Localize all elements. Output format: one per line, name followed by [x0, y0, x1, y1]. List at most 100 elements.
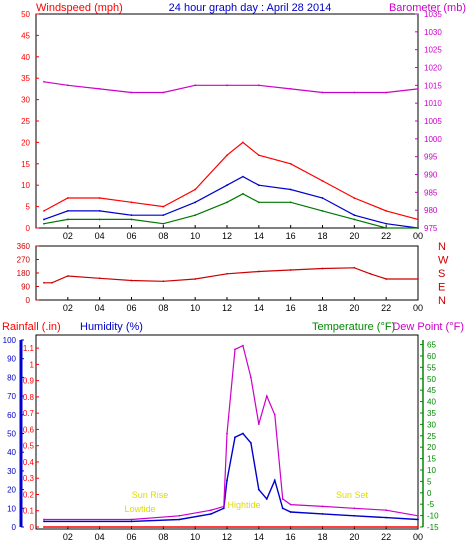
lowtide-annotation: Lowtide: [124, 504, 155, 514]
dewpoint-line-point: [226, 432, 228, 435]
dewpoint-line-point: [265, 395, 268, 397]
y-tick-label: 990: [424, 171, 438, 180]
gust-line-point: [385, 209, 388, 212]
y-tick-label: 980: [424, 206, 438, 215]
direction-line-point: [369, 272, 372, 275]
avg-line-point: [353, 214, 356, 217]
x-tick-label: 10: [190, 231, 200, 241]
sunset-annotation: Sun Set: [336, 490, 369, 500]
y-tick-label: 1.1: [23, 344, 35, 353]
dewpoint-line-point: [210, 509, 212, 512]
temperature-y-axis: -15 -10 -5 0 5 10 15 20 25 30 35 40 45 50 55 60 65: [420, 341, 439, 532]
compass-label: N: [438, 295, 446, 307]
barometer-line-point: [321, 91, 324, 94]
dewpoint-line-point: [353, 507, 356, 510]
y-tick-label: 1005: [424, 117, 442, 126]
y-tick-label: 35: [21, 74, 30, 83]
y-tick-label: -10: [427, 512, 439, 521]
gust-line-point: [242, 141, 244, 144]
avg-line-point: [98, 209, 101, 212]
y-tick-label: 90: [7, 355, 16, 364]
gust-line-point: [257, 154, 260, 157]
wind-series: [43, 80, 419, 229]
dewpoint-line-point: [385, 509, 388, 512]
lull-line-point: [353, 218, 356, 221]
barometer-label: Barometer (mb): [389, 2, 466, 14]
humidity-line-point: [281, 507, 284, 510]
barometer-line-point: [353, 91, 356, 94]
x-tick-label: 00: [413, 532, 423, 542]
x-tick-label: 06: [126, 532, 136, 542]
x-tick-label: 20: [349, 231, 359, 241]
x-tick-label: 18: [317, 303, 327, 313]
barometer-line-point: [43, 80, 45, 83]
humidity-line-point: [249, 441, 252, 444]
x-tick-label: 06: [126, 303, 136, 313]
wind-y-axis: 0 5 10 15 20 25 30 35 40 45 50: [21, 10, 39, 233]
avg-line-point: [43, 218, 45, 221]
dewpoint-line-point: [249, 376, 252, 379]
direction-series: [43, 266, 419, 284]
barometer-line-point: [98, 88, 101, 90]
lull-line-point: [43, 222, 45, 225]
humidity-line-point: [353, 514, 356, 517]
lull-line-point: [162, 222, 165, 225]
x-tick-label: 02: [63, 303, 73, 313]
gust-line-point: [43, 209, 45, 212]
y-tick-label: 10: [427, 466, 436, 475]
avg-line-point: [130, 214, 133, 217]
dewpoint-line: [44, 344, 419, 521]
y-tick-label: 985: [424, 188, 438, 197]
x-tick-label: 12: [222, 303, 232, 313]
direction-line-point: [98, 277, 101, 280]
x-tick-label: 10: [190, 532, 200, 542]
lull-line-point: [289, 201, 292, 204]
y-tick-label: 30: [21, 96, 30, 105]
barometer-line-point: [289, 88, 292, 90]
y-tick-label: 45: [427, 386, 436, 395]
avg-line-point: [289, 188, 292, 191]
y-tick-label: 45: [21, 31, 30, 40]
y-tick-label: 60: [427, 352, 436, 361]
y-tick-label: 995: [424, 153, 438, 162]
lull-line-point: [257, 201, 260, 204]
avg-line-point: [321, 197, 324, 199]
y-tick-label: 25: [427, 432, 436, 441]
direction-line-point: [385, 278, 388, 280]
gust-line-point: [162, 205, 165, 208]
y-tick-label: 15: [21, 160, 30, 169]
avg-line-point: [66, 209, 69, 212]
y-tick-label: 40: [21, 53, 30, 62]
rain-x-axis: 02 04 06 08 10 12 14 16 18 20 22 00: [63, 526, 423, 542]
direction-line-point: [194, 278, 197, 280]
y-tick-label: 90: [21, 283, 30, 292]
y-tick-label: 270: [17, 256, 31, 265]
y-tick-label: 35: [427, 409, 436, 418]
y-tick-label: 20: [7, 486, 16, 495]
y-tick-label: 30: [427, 420, 436, 429]
humidity-line-point: [242, 432, 244, 435]
x-tick-label: 16: [286, 532, 296, 542]
barometer-y-axis: 975 980 985 990 995 1000 1005 1010 1015 1020 1025 1…: [415, 10, 442, 233]
humidity-line-point: [178, 518, 181, 521]
lull-line-point: [130, 218, 133, 221]
barometer-line-point: [194, 84, 197, 87]
y-tick-label: 0.9: [23, 377, 35, 386]
direction-line-point: [43, 281, 45, 284]
wind-x-axis: 02 04 06 08 10 12 14 16 18 20 22 00: [63, 225, 423, 241]
y-tick-label: 50: [21, 10, 30, 19]
y-tick-label: 20: [427, 443, 436, 452]
y-tick-label: -15: [427, 523, 439, 532]
compass-label: W: [438, 255, 449, 267]
dewpoint-line-point: [222, 505, 225, 508]
x-tick-label: 02: [63, 231, 73, 241]
humidity-line-point: [273, 479, 276, 482]
gust-line-point: [130, 201, 133, 204]
lull-line-point: [242, 192, 244, 195]
compass-label: N: [438, 241, 446, 253]
x-tick-label: 08: [158, 303, 168, 313]
direction-line-point: [66, 275, 69, 277]
y-tick-label: 1025: [424, 46, 442, 55]
y-tick-label: 40: [7, 448, 16, 457]
direction-line-point: [51, 281, 53, 284]
